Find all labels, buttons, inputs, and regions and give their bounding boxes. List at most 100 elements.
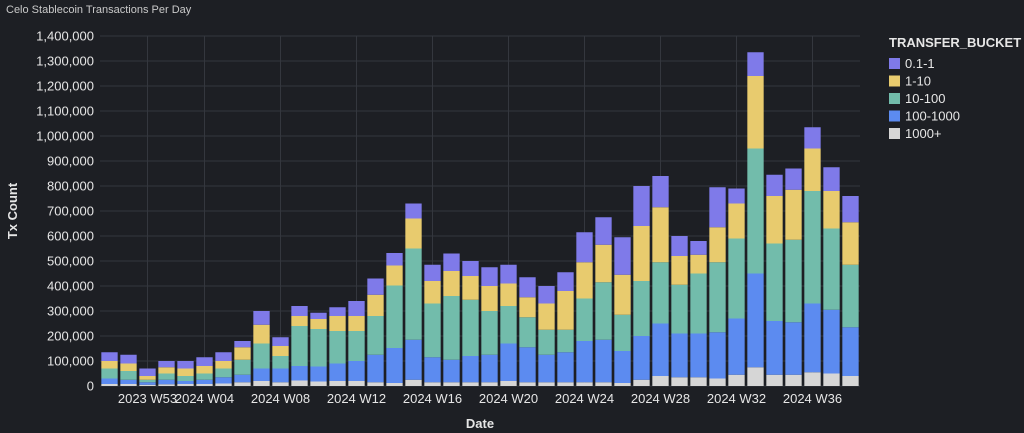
- bar-segment: [386, 348, 403, 383]
- x-tick-label: 2024 W08: [251, 391, 310, 406]
- bar-segment: [177, 376, 194, 381]
- bar-segment: [576, 262, 593, 299]
- bar-segment: [424, 357, 441, 383]
- bar-segment: [158, 379, 175, 385]
- bar-segment: [519, 347, 536, 383]
- bar-segment: [101, 368, 118, 379]
- bar-segment: [177, 361, 194, 369]
- bar-segment: [405, 339, 422, 380]
- bar-segment: [120, 371, 137, 380]
- bar-segment: [405, 248, 422, 340]
- y-tick-label: 1,400,000: [36, 29, 94, 44]
- bar-segment: [709, 332, 726, 379]
- bar-segment: [633, 379, 650, 386]
- bar-segment: [538, 329, 555, 355]
- bar-segment: [614, 383, 631, 386]
- legend-label: 1000+: [905, 126, 942, 141]
- bar-segment: [671, 236, 688, 256]
- bar-segment: [462, 382, 479, 386]
- bar-segment: [215, 361, 232, 369]
- bar-segment: [291, 366, 308, 381]
- bar-segment: [747, 52, 764, 76]
- bar-segment: [728, 318, 745, 375]
- bar-segment: [405, 379, 422, 386]
- y-tick-label: 200,000: [47, 329, 94, 344]
- bar-segment: [690, 254, 707, 274]
- bar-segment: [804, 127, 821, 149]
- bar-segment: [481, 286, 498, 311]
- bar-segment: [728, 374, 745, 386]
- bar-segment: [823, 191, 840, 229]
- bar-segment: [728, 238, 745, 319]
- bar-segment: [538, 354, 555, 383]
- bar-segment: [310, 366, 327, 382]
- legend-label: 100-1000: [905, 109, 960, 124]
- y-tick-label: 300,000: [47, 304, 94, 319]
- bar-segment: [101, 361, 118, 369]
- bar-segment: [424, 281, 441, 304]
- bar-segment: [823, 373, 840, 386]
- y-tick-label: 0: [87, 379, 94, 394]
- bar-segment: [215, 352, 232, 361]
- bar-segment: [196, 366, 213, 374]
- bar-segment: [690, 273, 707, 334]
- bar-segment: [652, 376, 669, 386]
- bar-segment: [595, 339, 612, 383]
- bar-segment: [101, 378, 118, 384]
- bar-segment: [557, 352, 574, 383]
- bar-segment: [386, 253, 403, 266]
- bar-segment: [329, 316, 346, 331]
- y-tick-label: 400,000: [47, 279, 94, 294]
- bar-segment: [538, 303, 555, 330]
- bar-segment: [291, 326, 308, 366]
- bar-segment: [614, 351, 631, 383]
- x-tick-label: 2024 W28: [631, 391, 690, 406]
- bar-segment: [101, 352, 118, 361]
- bar-segment: [367, 278, 384, 295]
- bar-segment: [158, 367, 175, 374]
- bar-segment: [652, 207, 669, 263]
- legend-label: 1-10: [905, 74, 931, 89]
- bar-segment: [557, 329, 574, 353]
- bar-segment: [595, 282, 612, 340]
- bar-segment: [367, 316, 384, 355]
- bar-segment: [842, 327, 859, 376]
- bar-segment: [158, 361, 175, 368]
- bar-segment: [424, 382, 441, 386]
- bar-segment: [595, 217, 612, 245]
- x-tick-label: 2024 W32: [707, 391, 766, 406]
- bar-segment: [139, 379, 156, 383]
- bar-segment: [766, 243, 783, 321]
- bar-segment: [709, 262, 726, 333]
- x-tick-label: 2024 W36: [783, 391, 842, 406]
- bar-segment: [633, 281, 650, 336]
- bar-segment: [766, 196, 783, 244]
- bar-segment: [766, 374, 783, 386]
- bar-segment: [804, 148, 821, 191]
- bar-segment: [310, 381, 327, 386]
- bar-segment: [633, 226, 650, 281]
- bar-segment: [690, 241, 707, 255]
- bar-segment: [709, 378, 726, 386]
- bar-segment: [215, 377, 232, 384]
- bar-segment: [671, 284, 688, 334]
- bar-segment: [329, 307, 346, 316]
- bar-segment: [709, 227, 726, 263]
- bar-segment: [272, 368, 289, 383]
- bar-segment: [728, 188, 745, 204]
- bar-segment: [500, 343, 517, 381]
- y-tick-label: 1,000,000: [36, 129, 94, 144]
- bar-segment: [329, 331, 346, 364]
- bar-segment: [804, 303, 821, 373]
- y-tick-label: 700,000: [47, 204, 94, 219]
- bar-segment: [291, 380, 308, 386]
- bar-segment: [690, 377, 707, 386]
- bar-segment: [462, 261, 479, 276]
- bar-segment: [405, 218, 422, 249]
- bar-segment: [139, 376, 156, 380]
- bar-segment: [253, 343, 270, 369]
- legend-label: 10-100: [905, 91, 945, 106]
- bar-segment: [120, 363, 137, 371]
- bar-segment: [424, 264, 441, 281]
